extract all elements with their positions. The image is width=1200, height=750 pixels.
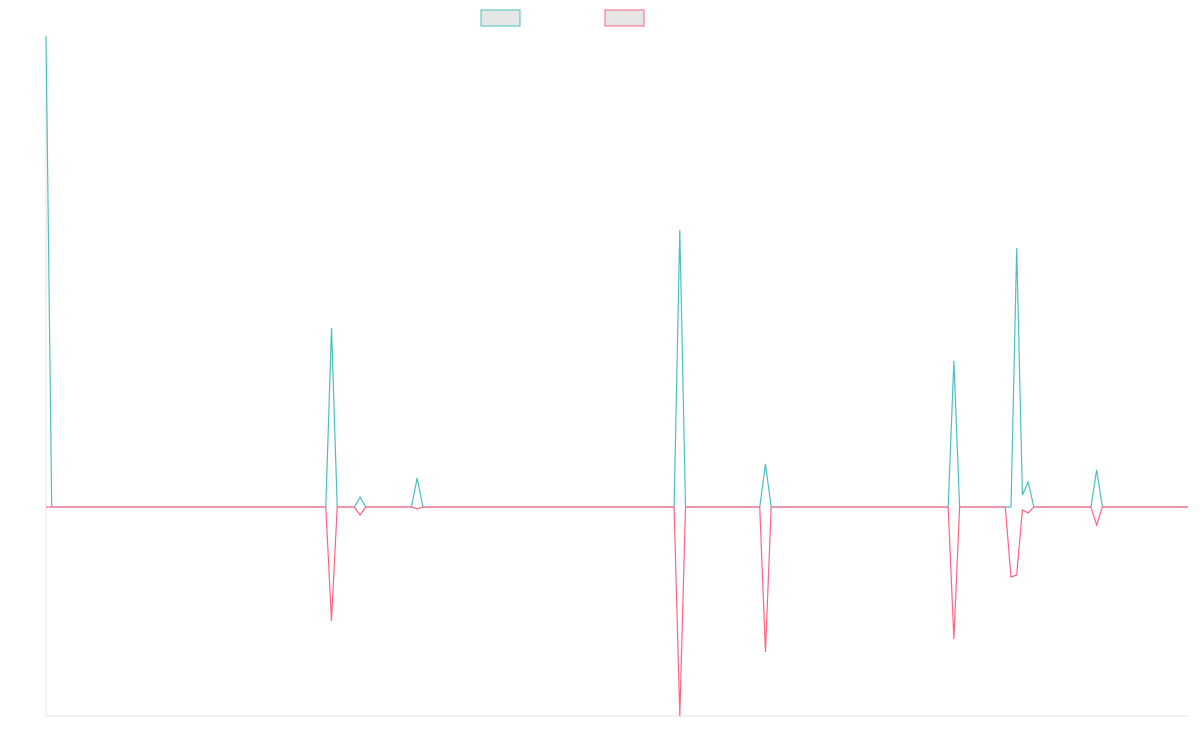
series-line bbox=[45, 35, 1188, 508]
legend-swatch bbox=[480, 9, 521, 27]
legend-swatch bbox=[604, 9, 645, 27]
series-line bbox=[46, 506, 1188, 717]
